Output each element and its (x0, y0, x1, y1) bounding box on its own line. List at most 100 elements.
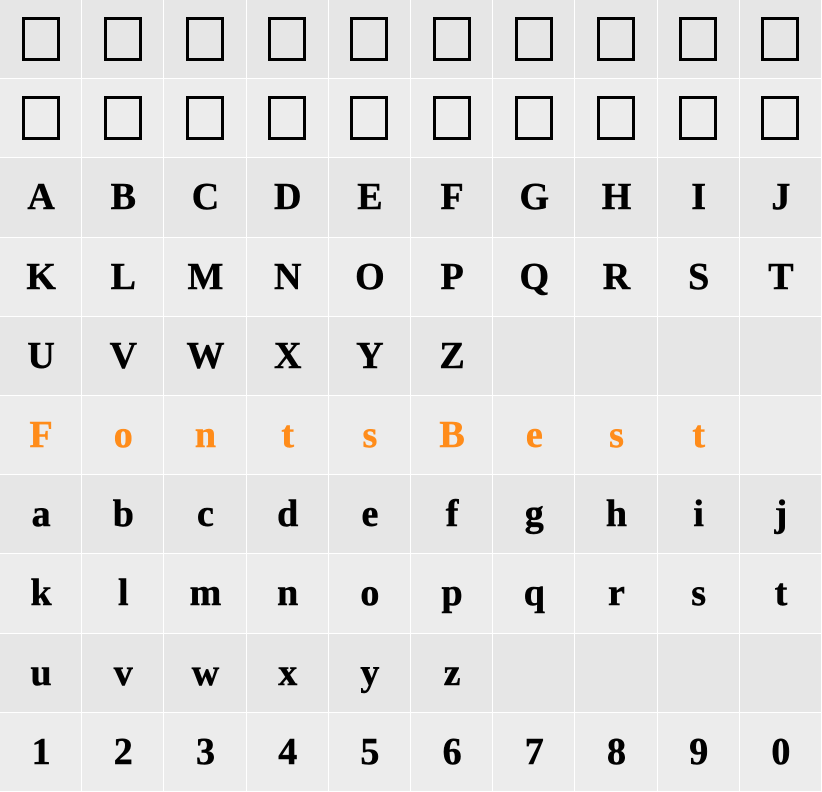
glyph-cell (247, 79, 329, 158)
glyph-cell: g (493, 475, 575, 554)
glyph-cell: T (740, 238, 822, 317)
missing-glyph-box (433, 96, 471, 140)
glyph-cell: E (329, 158, 411, 237)
glyph-cell (658, 317, 740, 396)
glyph-cell: B (411, 396, 493, 475)
glyph-cell: D (247, 158, 329, 237)
glyph-cell (658, 0, 740, 79)
glyph-cell: x (247, 634, 329, 713)
glyph-cell: w (164, 634, 246, 713)
glyph-cell (493, 634, 575, 713)
glyph-cell (247, 0, 329, 79)
glyph-cell (658, 79, 740, 158)
glyph-cell: o (329, 554, 411, 633)
missing-glyph-box (104, 17, 142, 61)
glyph-cell: e (329, 475, 411, 554)
missing-glyph-box (350, 96, 388, 140)
glyph-cell (575, 0, 657, 79)
glyph-cell (575, 317, 657, 396)
glyph-cell: U (0, 317, 82, 396)
glyph-cell: F (0, 396, 82, 475)
glyph-cell (82, 0, 164, 79)
glyph-cell: j (740, 475, 822, 554)
glyph-cell: 7 (493, 713, 575, 792)
glyph-cell: 8 (575, 713, 657, 792)
missing-glyph-box (186, 17, 224, 61)
glyph-cell: 3 (164, 713, 246, 792)
glyph-cell: H (575, 158, 657, 237)
missing-glyph-box (679, 17, 717, 61)
glyph-cell: f (411, 475, 493, 554)
glyph-cell: L (82, 238, 164, 317)
glyph-cell: 4 (247, 713, 329, 792)
glyph-cell (575, 79, 657, 158)
glyph-cell: G (493, 158, 575, 237)
glyph-cell (740, 79, 822, 158)
glyph-cell: J (740, 158, 822, 237)
glyph-cell (493, 79, 575, 158)
glyph-cell: Z (411, 317, 493, 396)
glyph-cell (82, 79, 164, 158)
missing-glyph-box (104, 96, 142, 140)
glyph-cell: M (164, 238, 246, 317)
glyph-cell: n (164, 396, 246, 475)
glyph-cell (658, 634, 740, 713)
missing-glyph-box (761, 96, 799, 140)
glyph-cell (0, 0, 82, 79)
glyph-cell: h (575, 475, 657, 554)
glyph-cell: s (575, 396, 657, 475)
missing-glyph-box (679, 96, 717, 140)
glyph-cell: b (82, 475, 164, 554)
glyph-cell: S (658, 238, 740, 317)
missing-glyph-box (22, 17, 60, 61)
glyph-cell (164, 79, 246, 158)
glyph-cell: P (411, 238, 493, 317)
glyph-cell: i (658, 475, 740, 554)
glyph-cell (740, 317, 822, 396)
glyph-cell: a (0, 475, 82, 554)
glyph-cell: e (493, 396, 575, 475)
glyph-cell (329, 79, 411, 158)
glyph-cell (411, 0, 493, 79)
glyph-cell (329, 0, 411, 79)
glyph-cell (493, 317, 575, 396)
glyph-cell (740, 0, 822, 79)
glyph-cell: t (740, 554, 822, 633)
glyph-cell: d (247, 475, 329, 554)
glyph-cell: 0 (740, 713, 822, 792)
glyph-cell: V (82, 317, 164, 396)
glyph-cell: F (411, 158, 493, 237)
glyph-cell: N (247, 238, 329, 317)
missing-glyph-box (761, 17, 799, 61)
glyph-cell (740, 634, 822, 713)
glyph-cell: o (82, 396, 164, 475)
glyph-cell: t (658, 396, 740, 475)
glyph-cell: s (658, 554, 740, 633)
glyph-cell: k (0, 554, 82, 633)
glyph-cell: u (0, 634, 82, 713)
missing-glyph-box (433, 17, 471, 61)
glyph-cell: z (411, 634, 493, 713)
glyph-cell: 6 (411, 713, 493, 792)
glyph-cell (411, 79, 493, 158)
glyph-cell (164, 0, 246, 79)
missing-glyph-box (350, 17, 388, 61)
glyph-cell: C (164, 158, 246, 237)
missing-glyph-box (515, 96, 553, 140)
glyph-cell: t (247, 396, 329, 475)
glyph-cell (575, 634, 657, 713)
glyph-cell: y (329, 634, 411, 713)
glyph-cell: Q (493, 238, 575, 317)
glyph-cell: 2 (82, 713, 164, 792)
glyph-grid: ABCDEFGHIJKLMNOPQRSTUVWXYZFontsBestabcde… (0, 0, 822, 792)
glyph-cell: r (575, 554, 657, 633)
glyph-cell: p (411, 554, 493, 633)
glyph-cell: Y (329, 317, 411, 396)
missing-glyph-box (597, 96, 635, 140)
glyph-cell: q (493, 554, 575, 633)
glyph-cell: 1 (0, 713, 82, 792)
glyph-cell (0, 79, 82, 158)
glyph-cell: X (247, 317, 329, 396)
glyph-cell: B (82, 158, 164, 237)
glyph-cell: I (658, 158, 740, 237)
